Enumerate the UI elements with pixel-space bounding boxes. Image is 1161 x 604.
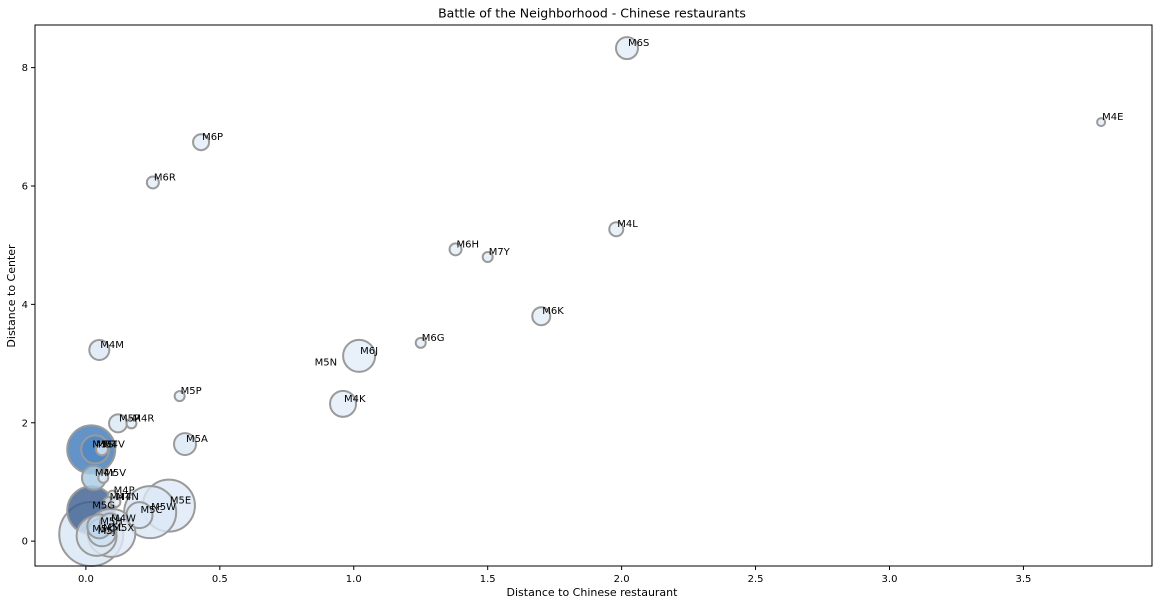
y-axis: 0 2 4 6 8 [22, 63, 35, 548]
point-label-m4e: M4E [1102, 112, 1123, 123]
point-labels-layer: M6S M4E M6P M6R M4L M6H M7Y M6K M6G M4M M6J M5N M5P M… [92, 38, 1123, 537]
y-tick-label: 4 [22, 300, 28, 311]
point-label-m6r: M6R [154, 172, 176, 183]
x-tick-label: 3.0 [882, 574, 898, 585]
scatter-point-m4r [125, 417, 138, 430]
scatter-point-m6s [614, 36, 639, 61]
y-tick-label: 8 [22, 63, 28, 74]
point-label-m4p: M4P [114, 486, 135, 497]
points-layer [58, 36, 1107, 568]
scatter-point-m6k [531, 306, 552, 327]
point-label-m5s: M5S [92, 439, 113, 450]
point-label-m4l: M4L [617, 219, 638, 230]
scatter-point-m6g [414, 336, 427, 349]
point-label-m6g: M6G [422, 333, 445, 344]
point-label-m4k: M4K [344, 394, 366, 405]
y-tick-label: 6 [22, 181, 28, 192]
scatter-point-m4l [608, 221, 625, 238]
point-label-m5a: M5A [186, 434, 208, 445]
chart-title: Battle of the Neighborhood - Chinese res… [438, 6, 746, 21]
x-tick-label: 0.0 [78, 574, 94, 585]
scatter-point-m4w [99, 512, 122, 535]
point-label-m4r: M4R [132, 413, 154, 424]
y-tick-label: 2 [22, 418, 28, 429]
point-label-m5n: M5N [315, 358, 337, 369]
point-label-m5t: M5T [96, 439, 118, 450]
x-tick-label: 2.0 [614, 574, 630, 585]
scatter-point-m6j [342, 338, 377, 373]
point-label-m6p: M6P [202, 132, 223, 143]
x-axis: 0.0 0.5 1.0 1.5 2.0 2.5 3.0 3.5 [78, 566, 1031, 585]
scatter-point-m5v [97, 471, 110, 484]
x-tick-label: 3.5 [1015, 574, 1031, 585]
x-tick-label: 2.5 [748, 574, 764, 585]
x-tick-label: 0.5 [212, 574, 228, 585]
point-label-m6k: M6K [542, 306, 564, 317]
scatter-point-m6r [145, 175, 160, 190]
scatter-point-m5c [125, 501, 154, 530]
point-label-m5r: M5R [119, 413, 141, 424]
scatter-point-m6p [192, 133, 211, 152]
point-label-m6h: M6H [457, 239, 480, 250]
point-label-m4t: M4T [110, 492, 132, 503]
point-label-m4w: M4W [111, 513, 136, 524]
x-tick-label: 1.0 [346, 574, 362, 585]
point-label-m5j: M5J [98, 526, 116, 537]
plot-area-frame [34, 24, 1153, 567]
point-label-m6s: M6S [628, 38, 649, 49]
point-label-m4y: M4Y [95, 468, 117, 479]
point-label-m6j: M6J [360, 346, 378, 357]
y-axis-label: Distance to Center [5, 244, 18, 348]
scatter-point-m4v [94, 442, 109, 457]
point-label-m5p: M5P [181, 386, 202, 397]
point-label-m5g: M5G [92, 500, 115, 511]
point-label-m5h: M5H [100, 516, 123, 527]
scatter-point-m4n [109, 496, 122, 509]
point-label-m5c: M5C [140, 505, 162, 516]
point-label-m4v: M4V [103, 439, 125, 450]
point-label-m5w: M5W [151, 502, 176, 513]
point-label-m5v: M5V [104, 468, 126, 479]
scatter-point-m4m [88, 338, 111, 361]
point-label-m4m: M4M [100, 340, 124, 351]
point-label-m5e: M5E [170, 496, 191, 507]
point-label-m5l: M5L [103, 522, 124, 533]
point-label-m5k: M5K [92, 524, 114, 535]
point-label-m4n: M4N [116, 492, 138, 503]
scatter-point-m4k [329, 389, 358, 418]
x-tick-label: 1.5 [480, 574, 496, 585]
point-label-m5x: M5X [112, 523, 134, 534]
scatter-point-m4e [1096, 117, 1107, 128]
scatter-point-m7y [481, 251, 494, 264]
x-axis-label: Distance to Chinese restaurant [507, 586, 679, 599]
scatter-point-m5a [173, 432, 198, 457]
point-label-m7y: M7Y [489, 247, 511, 258]
scatter-point-m6h [448, 242, 463, 257]
scatter-point-m5p [173, 390, 186, 403]
y-tick-label: 0 [22, 537, 28, 548]
